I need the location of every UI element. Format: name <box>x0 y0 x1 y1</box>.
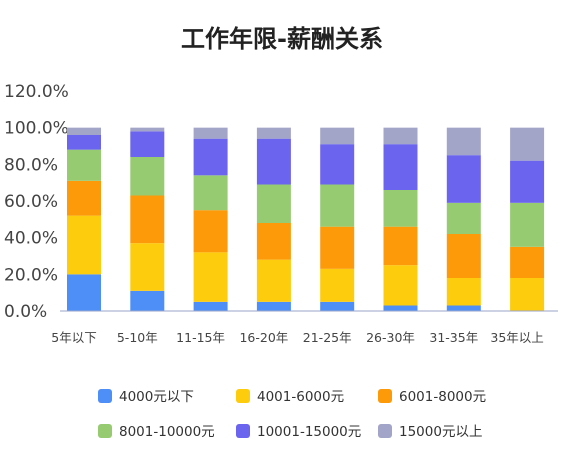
x-tick-label: 35年以上 <box>490 330 543 345</box>
legend-item: 8001-10000元 <box>98 424 215 440</box>
bar-segment <box>320 226 355 269</box>
legend-item: 10001-15000元 <box>236 424 361 440</box>
chart-title: 工作年限-薪酬关系 <box>181 25 383 53</box>
y-tick-label: 60.0% <box>4 192 58 212</box>
bar-segment <box>67 274 101 311</box>
x-axis: 5年以下 5-10年 11-15年 16-20年 21-25年 26-30年 31-35年 3… <box>51 330 544 345</box>
bar-segment <box>510 202 545 247</box>
bar-segment <box>320 127 355 145</box>
legend-swatch <box>98 389 112 403</box>
bar-segment <box>320 144 355 185</box>
bar-segment <box>383 305 418 311</box>
x-tick-label: 11-15年 <box>176 330 225 345</box>
y-tick-label: 120.0% <box>4 82 69 102</box>
bar-segment <box>510 246 545 278</box>
bar-segment <box>256 184 291 223</box>
bar-segment <box>130 157 165 196</box>
bar-segment <box>510 278 545 311</box>
legend-swatch <box>378 424 392 438</box>
legend-label: 4000元以下 <box>119 389 194 405</box>
bar-segment <box>130 290 165 311</box>
bar-segment <box>510 160 545 203</box>
bar-segment <box>67 127 101 135</box>
bar-segment <box>193 127 228 139</box>
x-tick-label: 21-25年 <box>303 330 352 345</box>
legend-swatch <box>378 389 392 403</box>
legend-item: 4000元以下 <box>98 389 194 405</box>
bar-segment <box>446 278 481 306</box>
bar-segment <box>67 149 101 181</box>
bar-segment <box>320 184 355 227</box>
bar-segment <box>130 127 165 132</box>
y-tick-label: 0.0% <box>4 302 47 322</box>
legend-label: 8001-10000元 <box>119 424 215 440</box>
bar-segment <box>256 138 291 185</box>
bar-segment <box>193 252 228 302</box>
bar-segment <box>383 127 418 145</box>
bar-segment <box>256 259 291 302</box>
y-axis: 0.0% 20.0% 40.0% 60.0% 80.0% 100.0% 120.0% <box>4 82 69 322</box>
bar-segment <box>193 210 228 253</box>
legend-label: 10001-15000元 <box>257 424 361 440</box>
bar-segment <box>193 175 228 211</box>
legend-swatch <box>236 389 250 403</box>
bar-segment <box>383 190 418 227</box>
bar-segment <box>193 301 228 311</box>
bar-segment <box>383 144 418 190</box>
bar-segment <box>446 127 481 156</box>
x-tick-label: 26-30年 <box>366 330 415 345</box>
y-tick-label: 40.0% <box>4 229 58 249</box>
x-tick-label: 5-10年 <box>117 330 158 345</box>
x-tick-label: 16-20年 <box>239 330 288 345</box>
bar-segment <box>130 243 165 291</box>
bar-segment <box>193 138 228 176</box>
y-tick-label: 20.0% <box>4 265 58 285</box>
bars <box>67 127 545 311</box>
legend-label: 6001-8000元 <box>399 389 486 405</box>
bar-segment <box>383 226 418 266</box>
x-tick-label: 5年以下 <box>51 330 96 345</box>
bar-segment <box>383 265 418 306</box>
bar-segment <box>510 127 545 161</box>
bar-segment <box>256 127 291 139</box>
bar-segment <box>67 135 101 150</box>
bar-segment <box>446 305 481 311</box>
bar-segment <box>446 155 481 203</box>
y-tick-label: 100.0% <box>4 119 69 139</box>
bar-segment <box>67 180 101 216</box>
legend-item: 4001-6000元 <box>236 389 344 405</box>
bar-segment <box>446 202 481 234</box>
legend-label: 15000元以上 <box>399 424 482 440</box>
bar-segment <box>130 131 165 157</box>
x-tick-label: 31-35年 <box>429 330 478 345</box>
bar-segment <box>256 301 291 311</box>
bar-segment <box>67 215 101 275</box>
legend: 4000元以下 4001-6000元 6001-8000元 8001-10000元 10… <box>98 389 486 440</box>
legend-item: 15000元以上 <box>378 424 482 440</box>
legend-swatch <box>236 424 250 438</box>
bar-segment <box>130 195 165 244</box>
bar-segment <box>446 234 481 278</box>
legend-label: 4001-6000元 <box>257 389 344 405</box>
y-tick-label: 80.0% <box>4 155 58 175</box>
legend-swatch <box>98 424 112 438</box>
bar-segment <box>256 223 291 260</box>
bar-segment <box>320 301 355 311</box>
legend-item: 6001-8000元 <box>378 389 486 405</box>
bar-segment <box>320 268 355 302</box>
